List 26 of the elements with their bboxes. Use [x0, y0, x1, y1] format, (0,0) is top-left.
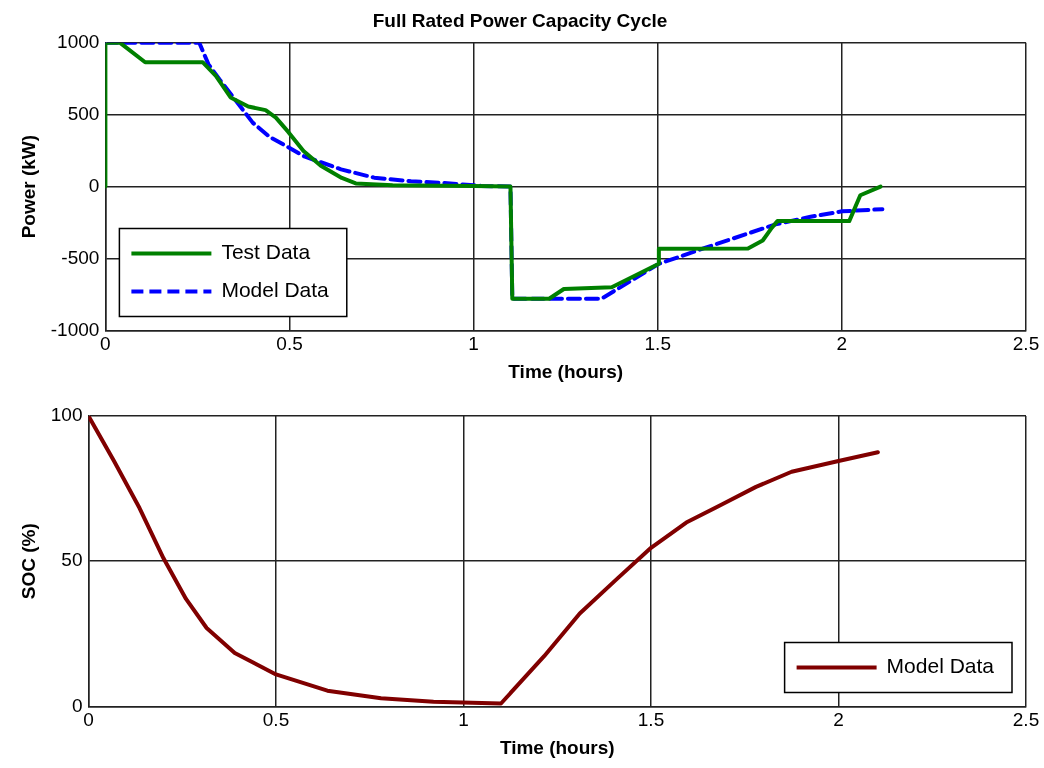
y-axis-title: Power (kW) — [17, 134, 39, 239]
y-tick-label: 0 — [71, 694, 83, 716]
y-tick-label: -500 — [61, 246, 100, 268]
x-tick-label: 2.5 — [1012, 333, 1040, 355]
legend-label: Model Data — [886, 654, 995, 678]
y-tick-label: -1000 — [50, 318, 100, 340]
y-tick-label: 1000 — [57, 31, 100, 53]
x-tick-label: 2 — [836, 333, 848, 355]
x-axis-title: Time (hours) — [499, 736, 615, 758]
x-tick-label: 2.5 — [1012, 709, 1040, 731]
chart-title: Full Rated Power Capacity Cycle — [372, 9, 668, 31]
x-axis-title: Time (hours) — [508, 360, 624, 382]
x-tick-label: 1.5 — [644, 333, 671, 355]
legend-label: Model Data — [221, 278, 330, 302]
y-tick-label: 0 — [88, 174, 100, 196]
x-tick-label: 1 — [468, 333, 479, 355]
y-axis-title: SOC (%) — [17, 523, 39, 600]
y-tick-label: 500 — [67, 102, 100, 124]
x-tick-label: 0.5 — [276, 333, 303, 355]
x-tick-label: 1.5 — [637, 709, 665, 731]
x-tick-label: 1 — [458, 709, 469, 731]
x-tick-label: 2 — [833, 709, 844, 731]
legend-label: Test Data — [221, 240, 311, 264]
y-tick-label: 100 — [50, 404, 83, 426]
x-tick-label: 0.5 — [262, 709, 290, 731]
y-tick-label: 50 — [61, 549, 83, 571]
